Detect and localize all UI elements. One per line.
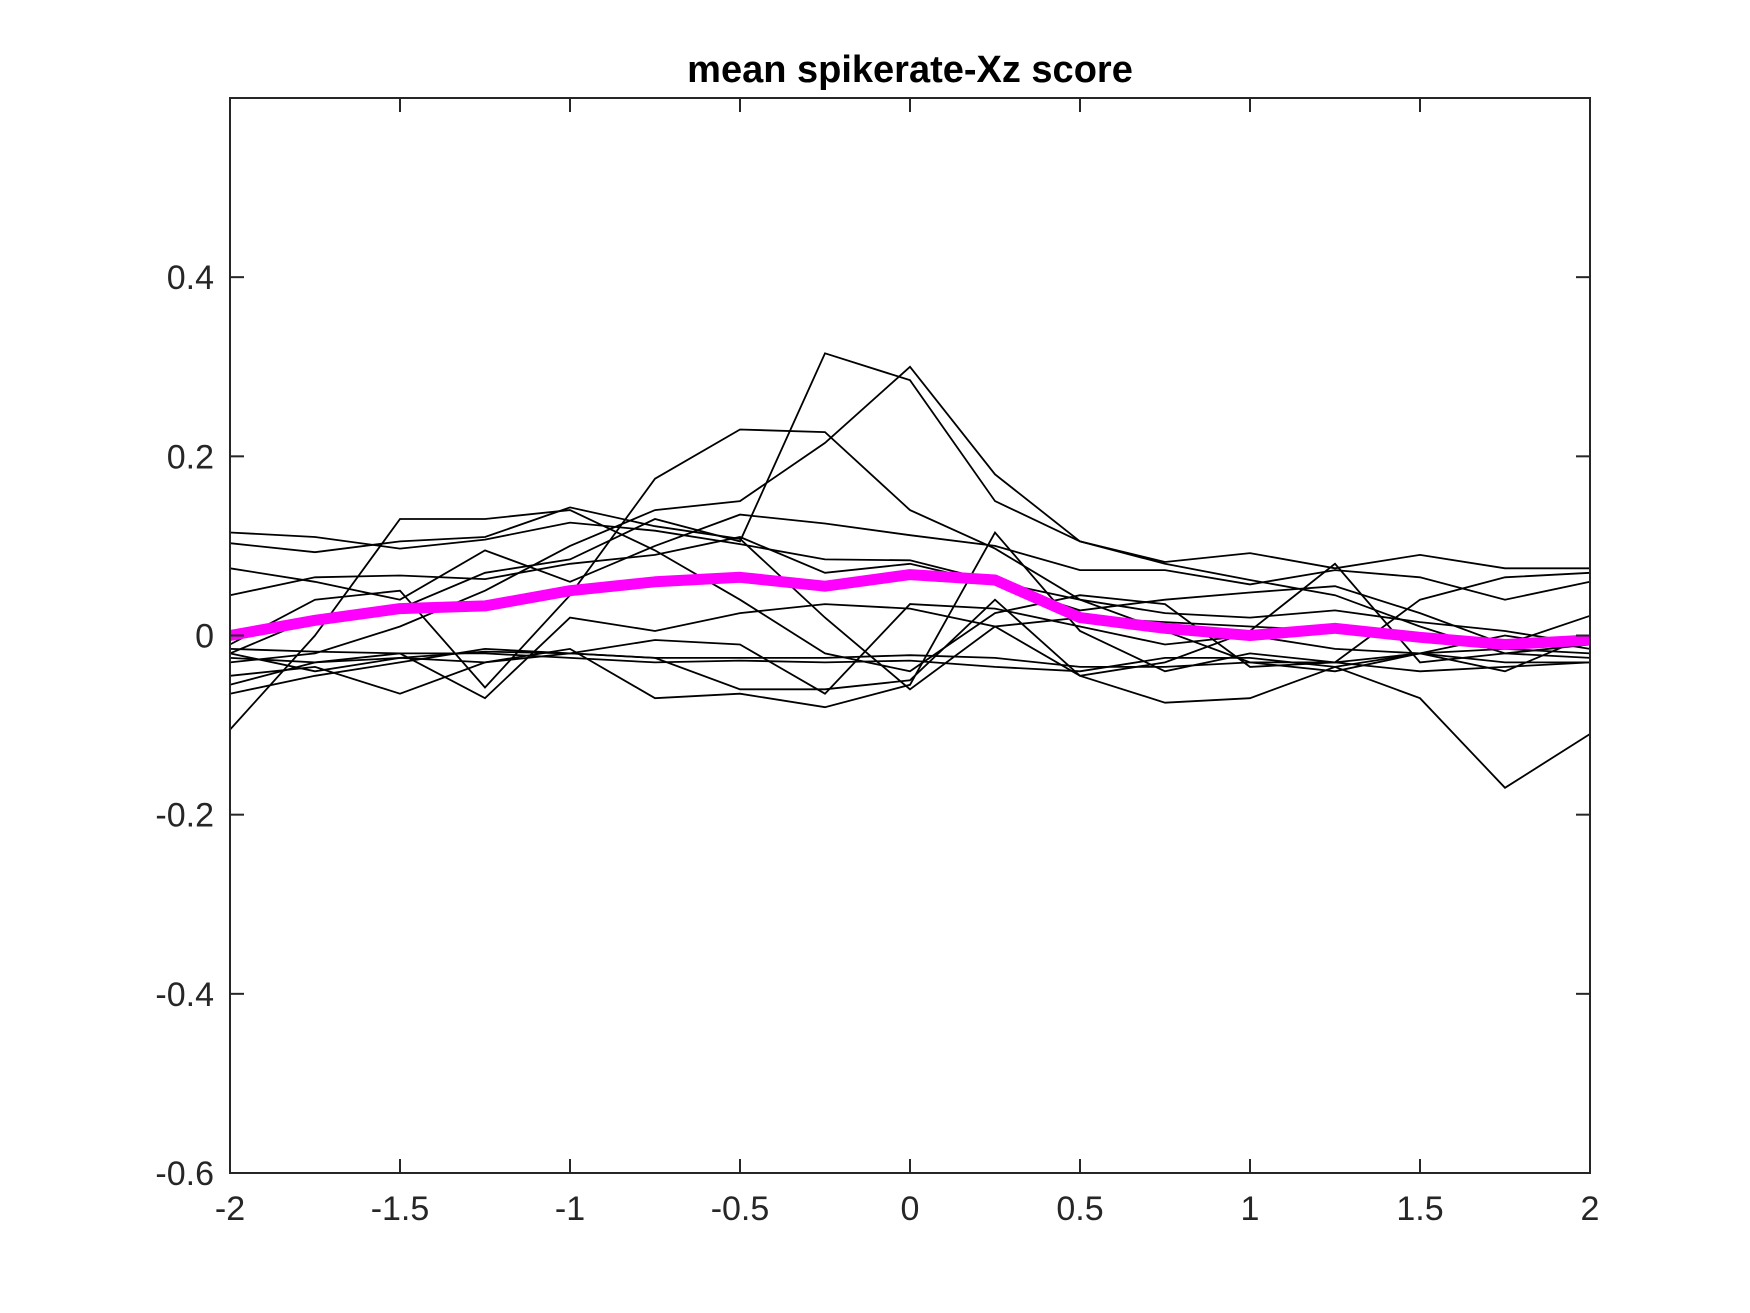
x-tick-label: -1	[555, 1190, 585, 1228]
series-line-13	[229, 603, 1591, 789]
y-tick-label: 0	[195, 618, 214, 656]
y-tick-label: -0.6	[155, 1155, 214, 1193]
x-tick-label: 1	[1241, 1190, 1260, 1228]
series-line-1	[229, 521, 1591, 646]
x-tick-label: 0	[901, 1190, 920, 1228]
x-axis-ticks: -2 -1.5 -1 -0.5 0 0.5 1 1.5 2	[215, 98, 1600, 1228]
series-line-12	[229, 530, 1591, 709]
y-tick-label: 0.2	[167, 438, 214, 476]
y-axis-ticks: -0.6 -0.4 -0.2 0 0.2 0.4	[155, 259, 1590, 1193]
y-tick-label: -0.4	[155, 976, 214, 1014]
x-tick-label: -1.5	[371, 1190, 430, 1228]
x-tick-label: 0.5	[1056, 1190, 1103, 1228]
x-tick-label: 2	[1581, 1190, 1600, 1228]
x-tick-label: -0.5	[711, 1190, 770, 1228]
y-tick-label: -0.2	[155, 797, 214, 835]
series-line-6	[229, 428, 1590, 689]
mean-layer	[229, 569, 1591, 650]
series-line-4	[229, 536, 1591, 646]
series-layer	[229, 352, 1591, 789]
x-tick-label: -2	[215, 1190, 245, 1228]
series-line-11	[229, 562, 1591, 695]
y-tick-label: 0.4	[167, 259, 214, 297]
x-tick-label: 1.5	[1396, 1190, 1443, 1228]
series-line-3	[229, 513, 1591, 601]
series-line-5	[229, 509, 1591, 731]
series-line-14	[229, 603, 1591, 695]
mean-line	[229, 569, 1591, 650]
series-line-10	[229, 352, 1591, 659]
chart-title: mean spikerate-Xz score	[687, 49, 1133, 91]
